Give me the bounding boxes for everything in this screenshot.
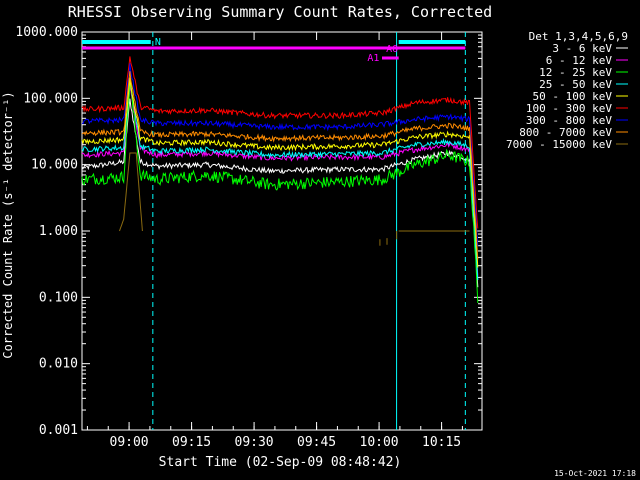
x-tick-label: 09:00 <box>110 435 149 450</box>
x-tick-label: 09:15 <box>172 435 211 450</box>
y-axis-label: Corrected Count Rate (s⁻¹ detector⁻¹) <box>1 91 15 358</box>
y-axis: 0.001 0.010 0.100 1.000 10.000 100.000 1000.00… <box>15 25 482 438</box>
series-line <box>81 86 479 276</box>
series-line <box>81 56 479 229</box>
chart-title: RHESSI Observing Summary Count Rates, Co… <box>68 3 492 21</box>
legend-label: 6 - 12 keV <box>546 54 613 67</box>
y-tick-label: 100.000 <box>23 91 78 106</box>
x-tick-label: 10:15 <box>422 435 461 450</box>
y-tick-label: 0.100 <box>39 290 78 305</box>
y-tick-label: 10.000 <box>31 158 78 173</box>
flag-label-a0: A0 <box>386 44 398 55</box>
y-tick-label: 1.000 <box>39 224 78 239</box>
x-tick-label: 09:30 <box>235 435 274 450</box>
x-axis-label: Start Time (02-Sep-09 08:48:42) <box>159 455 402 470</box>
legend-label: 3 - 6 keV <box>552 42 612 55</box>
y-tick-label: 1000.000 <box>15 25 78 40</box>
flag-bars: N A0 A1 <box>82 37 466 64</box>
legend-label: 300 - 800 keV <box>526 114 612 127</box>
legend-label: 7000 - 15000 keV <box>506 138 612 151</box>
series-lines <box>81 56 479 304</box>
series-line <box>81 77 479 268</box>
x-tick-label: 09:45 <box>297 435 336 450</box>
legend-label: 100 - 300 keV <box>526 102 612 115</box>
x-tick-label: 10:00 <box>360 435 399 450</box>
series-line <box>81 79 479 281</box>
y-tick-label: 0.001 <box>39 423 78 438</box>
series-line <box>81 98 479 288</box>
y-tick-label: 0.010 <box>39 357 78 372</box>
legend-label: 12 - 25 keV <box>539 66 612 79</box>
series-line <box>81 71 479 260</box>
x-axis: 09:00 09:15 09:30 09:45 10:00 10:15 <box>86 32 463 450</box>
timestamp: 15-Oct-2021 17:18 <box>554 469 636 478</box>
flag-label-a1: A1 <box>367 53 379 64</box>
series-line <box>119 152 143 232</box>
series-line <box>81 82 479 304</box>
legend-label: 25 - 50 keV <box>539 78 612 91</box>
legend-label: 50 - 100 keV <box>533 90 613 103</box>
series-line <box>81 63 479 247</box>
legend-title: Det 1,3,4,5,6,9 <box>529 30 628 43</box>
legend-label: 800 - 7000 keV <box>519 126 612 139</box>
flag-label-n: N <box>155 37 161 48</box>
